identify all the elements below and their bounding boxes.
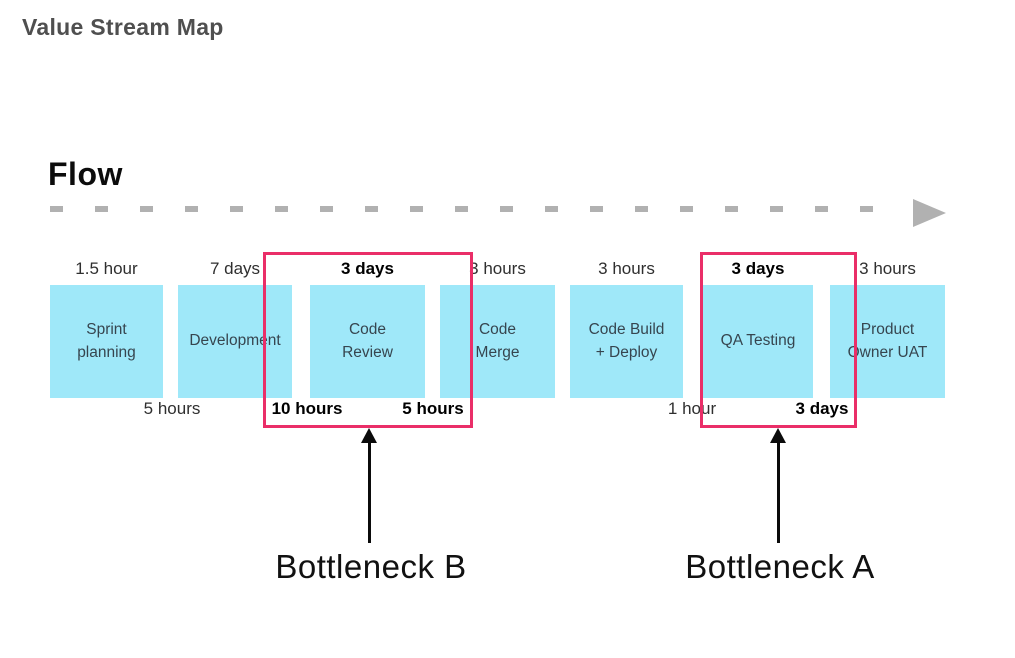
wait-time-label: 5 hours bbox=[143, 399, 201, 418]
stage-code-build-deploy: 3 hours Code Build + Deploy bbox=[570, 258, 683, 398]
stage-box: Code Merge bbox=[440, 285, 555, 398]
stage-box: Sprint planning bbox=[50, 285, 163, 398]
stage-label: Development bbox=[189, 332, 281, 350]
stage-development: 7 days Development bbox=[178, 258, 292, 398]
stage-label: QA Testing bbox=[720, 332, 796, 350]
stage-box: Product Owner UAT bbox=[830, 285, 945, 398]
wait-time-label: 1 hour bbox=[667, 399, 717, 418]
flow-heading: Flow bbox=[48, 156, 123, 192]
bottleneck-b-outline bbox=[263, 252, 473, 428]
stage-box: Code Build + Deploy bbox=[570, 285, 683, 398]
arrowhead-up-icon bbox=[770, 428, 786, 443]
stage-sprint-planning: 1.5 hour Sprint planning bbox=[50, 258, 163, 398]
stage-box: Development bbox=[178, 285, 292, 398]
stage-label: Code Review bbox=[342, 321, 393, 361]
page-title: Value Stream Map bbox=[22, 14, 224, 40]
stage-label: Code Build + Deploy bbox=[588, 321, 665, 361]
process-time-label: 3 hours bbox=[598, 259, 655, 278]
bottleneck-b-arrow bbox=[361, 428, 377, 543]
flow-dashed-line bbox=[50, 206, 888, 212]
wait-time-label: 10 hours bbox=[271, 399, 343, 418]
stage-box: Code Review bbox=[310, 285, 425, 398]
wait-time-label: 5 hours bbox=[402, 399, 464, 418]
process-time-label: 1.5 hour bbox=[75, 259, 138, 278]
process-time-label: 7 days bbox=[209, 259, 261, 278]
process-time-label: 3 hours bbox=[859, 259, 916, 278]
stage-code-merge: 3 hours Code Merge bbox=[440, 258, 555, 398]
arrow-shaft bbox=[776, 443, 780, 543]
flow-arrowhead-icon bbox=[913, 199, 946, 227]
bottleneck-a-outline bbox=[700, 252, 857, 428]
arrow-shaft bbox=[367, 443, 371, 543]
stage-label: Product Owner UAT bbox=[847, 321, 928, 361]
process-time-label: 3 days bbox=[731, 259, 785, 278]
process-time-label: 3 hours bbox=[469, 259, 526, 278]
arrowhead-up-icon bbox=[361, 428, 377, 443]
wait-time-label: 3 days bbox=[795, 399, 849, 418]
bottleneck-a-label: Bottleneck A bbox=[685, 548, 875, 585]
process-time-label: 3 days bbox=[341, 259, 394, 278]
stage-label: Code Merge bbox=[475, 321, 520, 361]
stage-box: QA Testing bbox=[703, 285, 813, 398]
bottleneck-b-label: Bottleneck B bbox=[275, 548, 467, 585]
bottleneck-a-arrow bbox=[770, 428, 786, 543]
stage-code-review: 3 days Code Review bbox=[310, 258, 425, 398]
stage-label: Sprint planning bbox=[77, 321, 136, 361]
stage-product-owner-uat: 3 hours Product Owner UAT bbox=[830, 258, 945, 398]
stage-qa-testing: 3 days QA Testing bbox=[703, 258, 813, 398]
